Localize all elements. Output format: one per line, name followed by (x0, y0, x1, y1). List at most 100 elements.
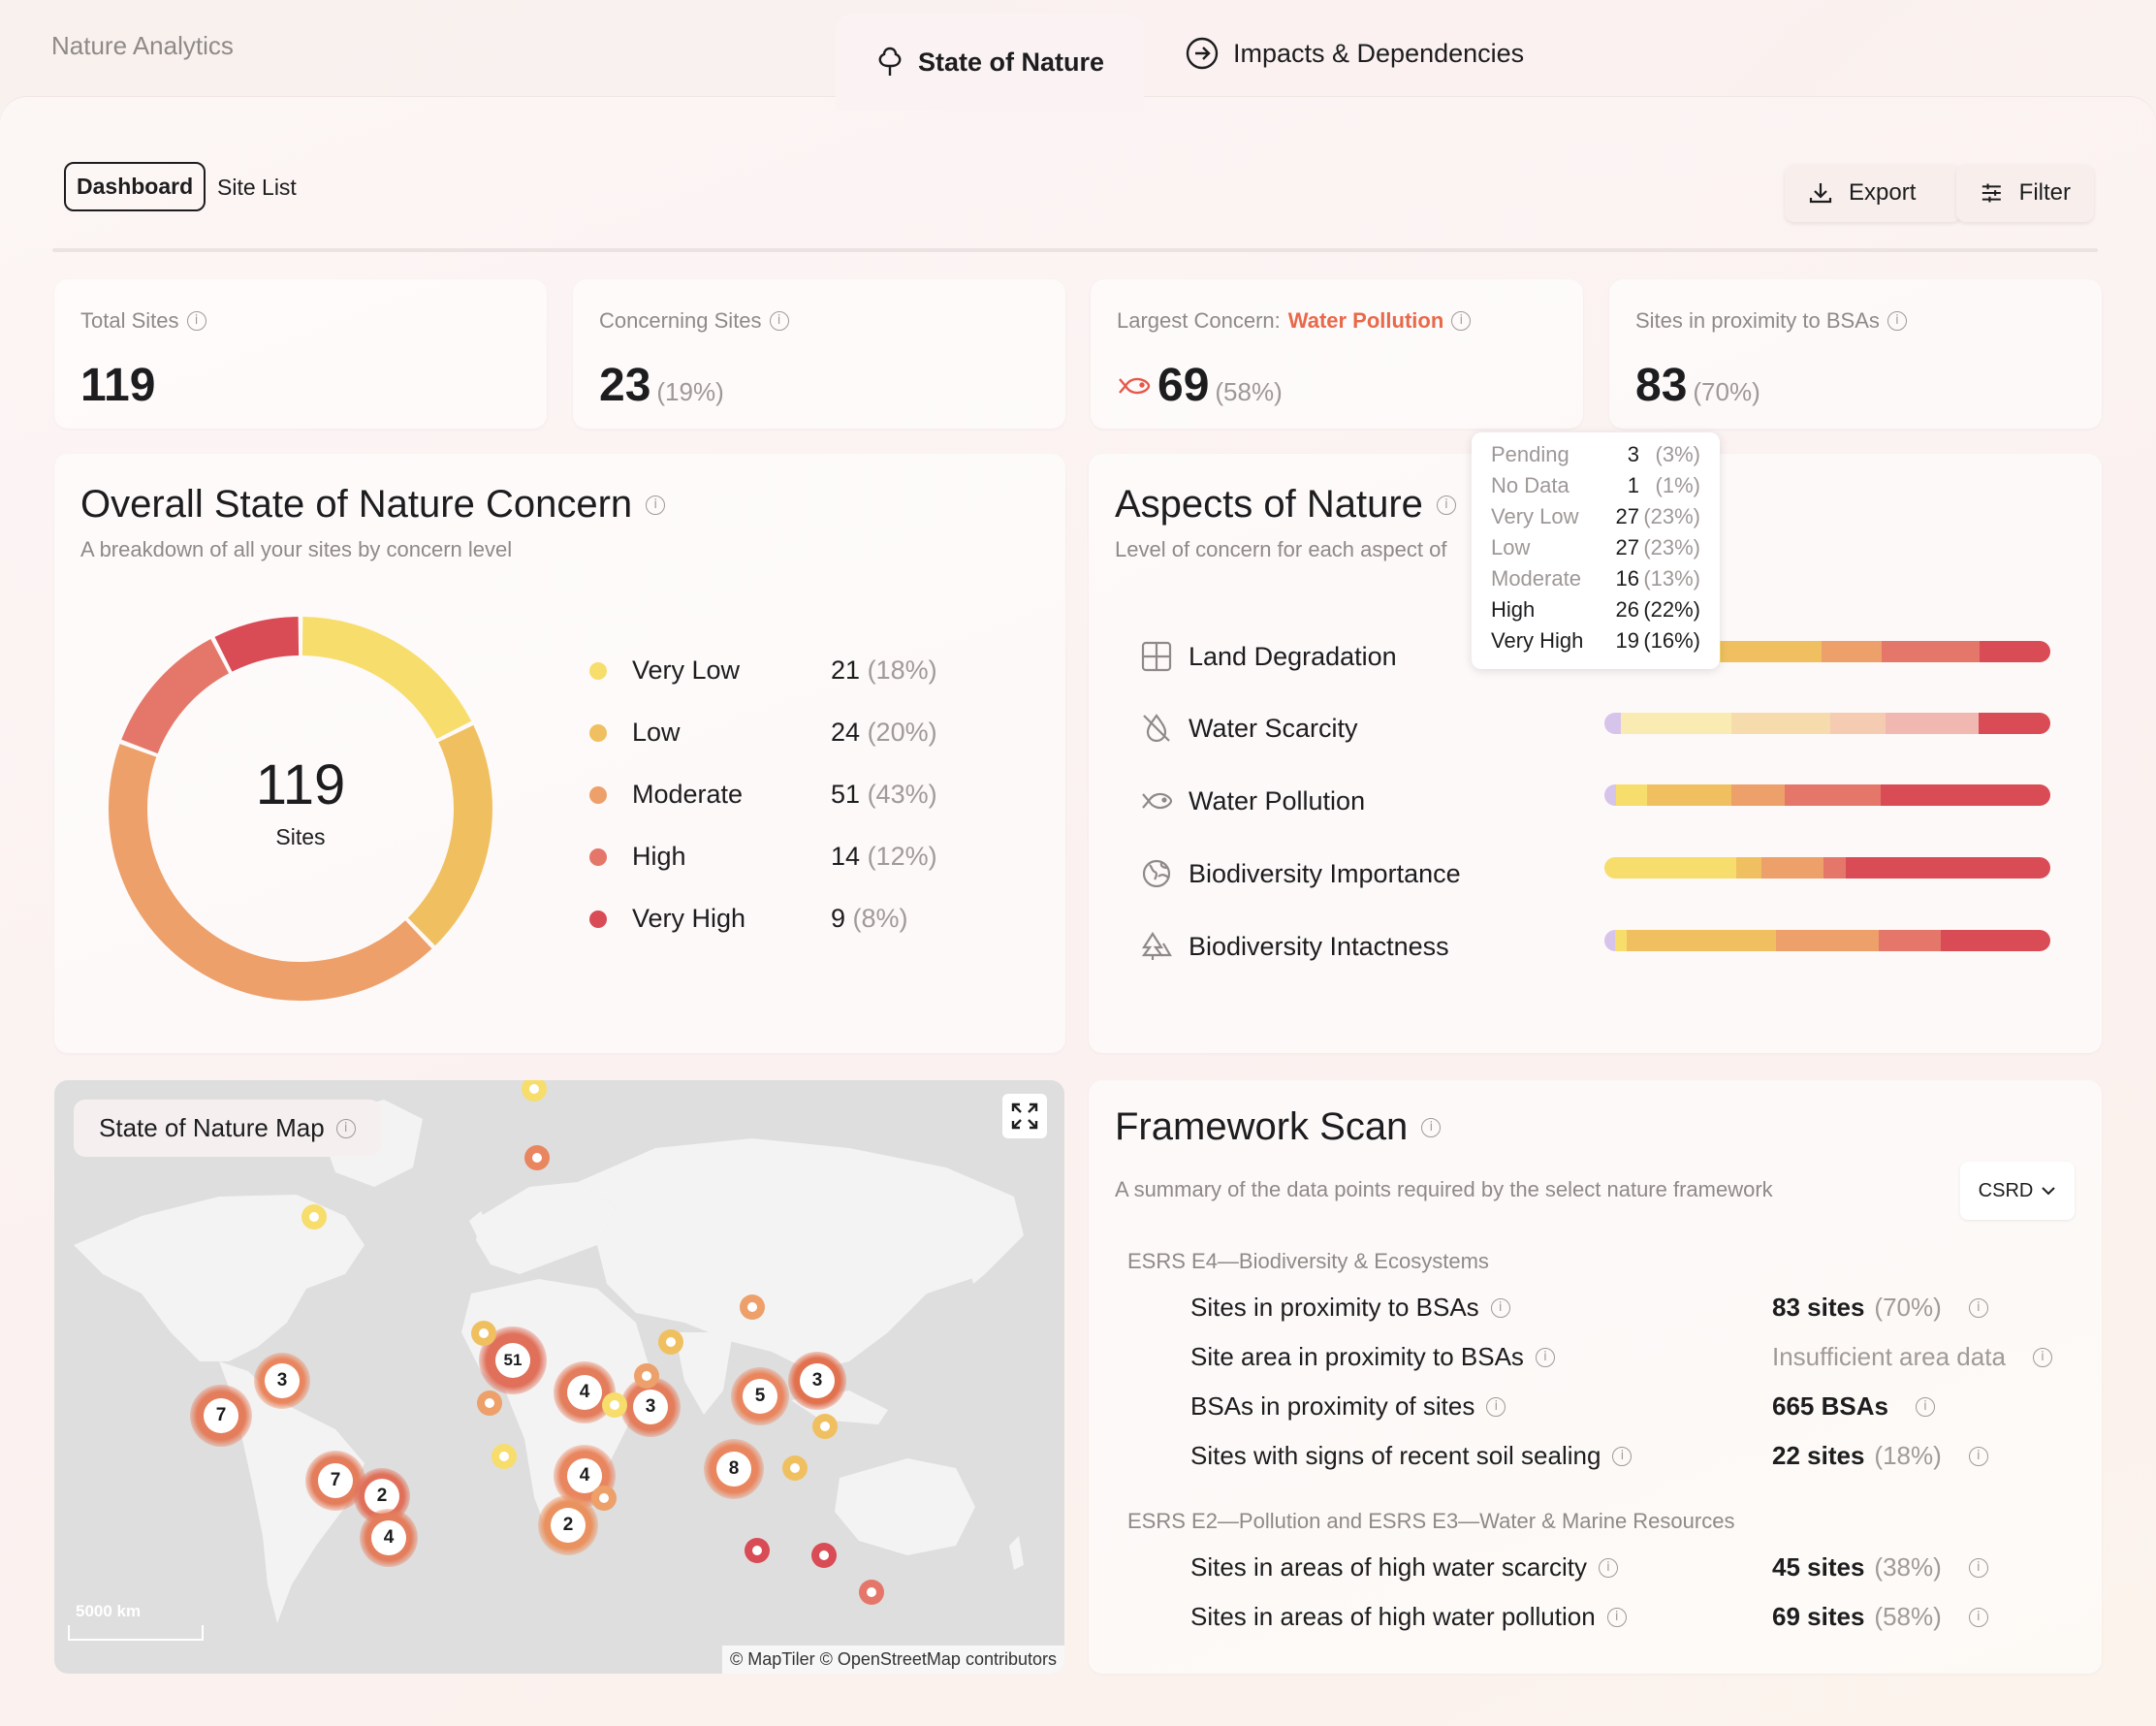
bar-segment-very-high[interactable] (1979, 641, 2050, 662)
map-site-pin[interactable] (522, 1080, 547, 1102)
bar-segment-moderate[interactable] (1761, 857, 1824, 879)
filter-button[interactable]: Filter (1956, 164, 2094, 222)
info-icon[interactable]: i (1968, 1557, 1988, 1578)
bar-segment-moderate[interactable] (1730, 784, 1786, 806)
map-site-pin[interactable] (634, 1363, 659, 1389)
info-icon[interactable]: i (1451, 311, 1472, 331)
info-icon[interactable]: i (1968, 1446, 1988, 1466)
map-cluster[interactable]: 7 (305, 1451, 365, 1511)
bar-segment-high[interactable] (1823, 857, 1846, 879)
map-title: State of Nature Map i (74, 1100, 381, 1157)
info-icon[interactable]: i (769, 311, 789, 331)
map-site-pin[interactable] (859, 1580, 884, 1605)
map-attribution[interactable]: © MapTiler © OpenStreetMap contributors (722, 1646, 1064, 1674)
donut-segment-very-high[interactable] (214, 617, 300, 672)
map-cluster[interactable]: 4 (360, 1509, 418, 1567)
info-icon[interactable]: i (1535, 1347, 1555, 1367)
aspect-water-pollution[interactable]: Water Pollution (1140, 784, 1365, 817)
bar-segment-very-low[interactable] (1604, 857, 1736, 879)
bar-segment-very-high[interactable] (1845, 857, 2050, 879)
map-site-pin[interactable] (477, 1390, 502, 1416)
map-cluster[interactable]: 3 (788, 1352, 846, 1410)
aspect-bar-water-scarcity[interactable] (1604, 713, 2050, 734)
donut-segment-moderate[interactable] (109, 744, 432, 1001)
bar-segment-pending[interactable] (1604, 930, 1616, 951)
info-icon[interactable]: i (186, 311, 206, 331)
map-site-pin[interactable] (782, 1455, 808, 1481)
map-cluster[interactable]: 2 (538, 1495, 598, 1555)
info-icon[interactable]: i (1606, 1607, 1627, 1627)
map-site-pin[interactable] (658, 1329, 683, 1355)
aspect-land-degradation[interactable]: Land Degradation (1140, 640, 1397, 673)
map-site-pin[interactable] (811, 1543, 837, 1568)
info-icon[interactable]: i (1421, 1117, 1442, 1137)
bar-segment-low[interactable] (1646, 784, 1731, 806)
bar-segment-moderate[interactable] (1822, 641, 1883, 662)
aspect-tooltip: Pending 3 (3%) No Data 1 (1%) Very Low 27 (23%… (1472, 432, 1720, 669)
map-site-pin[interactable] (524, 1145, 550, 1170)
bar-segment-very-low[interactable] (1615, 930, 1627, 951)
donut-segment-very-low[interactable] (301, 617, 472, 740)
info-icon[interactable]: i (1490, 1297, 1510, 1318)
info-icon[interactable]: i (1598, 1557, 1618, 1578)
bar-segment-low[interactable] (1735, 857, 1762, 879)
tab-impacts-dependencies[interactable]: Impacts & Dependencies (1185, 29, 1524, 78)
state-of-nature-map[interactable]: State of Nature Map i 3 7 51 4 3 5 3 8 4 … (54, 1080, 1064, 1674)
tab-state-of-nature[interactable]: State of Nature (836, 14, 1144, 111)
info-icon[interactable]: i (1968, 1297, 1988, 1318)
bar-segment-high[interactable] (1885, 713, 1980, 734)
bar-segment-moderate[interactable] (1829, 713, 1886, 734)
map-site-pin[interactable] (301, 1204, 327, 1230)
info-icon[interactable]: i (646, 495, 666, 515)
expand-map-button[interactable] (1002, 1094, 1047, 1138)
bar-segment-very-low[interactable] (1621, 713, 1731, 734)
map-site-pin[interactable] (740, 1294, 765, 1320)
map-site-pin[interactable] (602, 1392, 627, 1418)
aspect-bar-biodiversity-importance[interactable] (1604, 857, 2050, 879)
export-button[interactable]: Export (1785, 164, 1961, 222)
bar-segment-very-high[interactable] (1881, 784, 2050, 806)
map-site-pin[interactable] (591, 1486, 617, 1511)
bar-segment-low[interactable] (1720, 641, 1823, 662)
info-icon[interactable]: i (1915, 1396, 1935, 1417)
legend-count: 21 (831, 655, 861, 685)
framework-select[interactable]: CSRD (1960, 1162, 2075, 1220)
bar-segment-very-low[interactable] (1615, 784, 1647, 806)
bar-segment-high[interactable] (1882, 641, 1980, 662)
aspect-biodiversity-intactness[interactable]: Biodiversity Intactness (1140, 930, 1449, 963)
aspect-biodiversity-importance[interactable]: Biodiversity Importance (1140, 857, 1461, 890)
map-cluster[interactable]: 3 (254, 1353, 310, 1409)
info-icon[interactable]: i (2032, 1347, 2052, 1367)
site-list-toggle[interactable]: Site List (217, 175, 297, 200)
bar-segment-moderate[interactable] (1776, 930, 1879, 951)
aspect-water-scarcity[interactable]: Water Scarcity (1140, 712, 1358, 745)
bar-segment-low[interactable] (1626, 930, 1777, 951)
donut-segment-low[interactable] (407, 724, 492, 946)
map-site-pin[interactable] (745, 1538, 770, 1563)
dashboard-toggle[interactable]: Dashboard (64, 162, 206, 211)
bar-segment-very-high[interactable] (1940, 930, 2050, 951)
info-icon[interactable]: i (1486, 1396, 1506, 1417)
info-icon[interactable]: i (1612, 1446, 1633, 1466)
map-site-pin[interactable] (471, 1321, 496, 1346)
map-cluster[interactable]: 8 (704, 1439, 764, 1499)
info-icon[interactable]: i (1968, 1607, 1988, 1627)
map-site-pin[interactable] (812, 1414, 838, 1439)
info-icon[interactable]: i (1436, 495, 1456, 515)
framework-section-label: ESRS E4—Biodiversity & Ecosystems (1127, 1249, 1489, 1273)
map-site-pin[interactable] (491, 1444, 517, 1469)
info-icon[interactable]: i (335, 1118, 356, 1138)
bar-segment-high[interactable] (1878, 930, 1941, 951)
map-cluster[interactable]: 7 (190, 1385, 252, 1447)
bar-segment-very-high[interactable] (1979, 713, 2050, 734)
aspect-bar-water-pollution[interactable] (1604, 784, 2050, 806)
aspect-label: Biodiversity Importance (1189, 858, 1461, 888)
bar-segment-pending[interactable] (1604, 713, 1622, 734)
info-icon[interactable]: i (1886, 311, 1907, 331)
bar-segment-high[interactable] (1785, 784, 1882, 806)
bar-segment-pending[interactable] (1604, 784, 1616, 806)
aspect-bar-biodiversity-intactness[interactable] (1604, 930, 2050, 951)
bar-segment-low[interactable] (1730, 713, 1830, 734)
donut-segment-high[interactable] (121, 639, 230, 754)
map-cluster[interactable]: 5 (731, 1367, 789, 1425)
